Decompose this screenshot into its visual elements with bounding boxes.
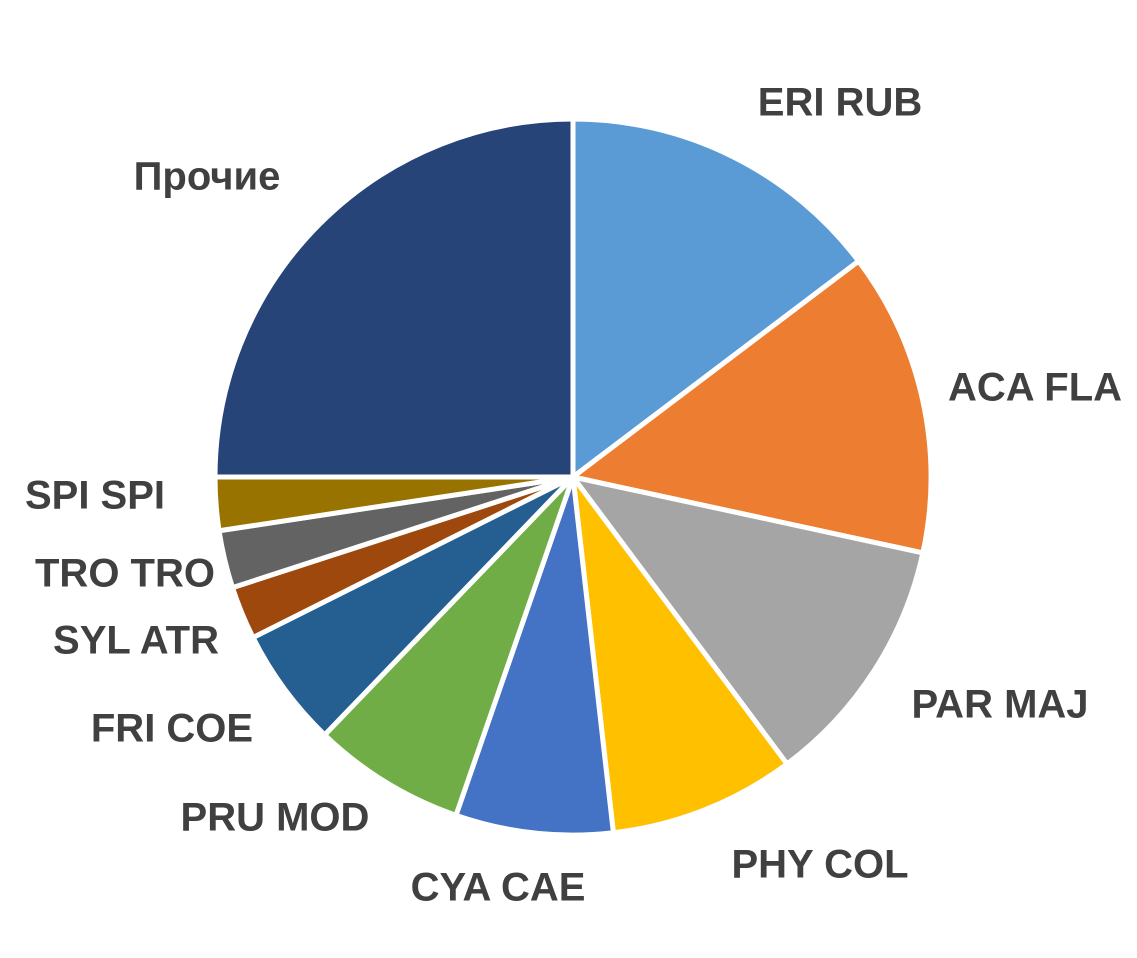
slice-label: SPI SPI (25, 474, 165, 518)
pie-slice (212, 116, 576, 480)
pie-slice (570, 474, 926, 767)
slice-label: ACA FLA (948, 366, 1122, 410)
slice-label: TRO TRO (35, 552, 215, 596)
slice-label: PAR MAJ (911, 683, 1088, 727)
slice-label: PHY COL (731, 843, 908, 887)
slice-label: CYA CAE (411, 866, 586, 910)
slice-label: SYL ATR (53, 619, 219, 663)
pie-slice (453, 474, 616, 838)
slice-label: ERI RUB (758, 81, 922, 125)
pie-slice (570, 258, 934, 556)
pie-slice (322, 474, 576, 818)
slice-label: FRI COE (91, 707, 253, 751)
pie-slice (570, 116, 862, 480)
pie-slice (570, 474, 790, 836)
slice-label: Прочие (134, 155, 281, 199)
slice-label: PRU MOD (181, 796, 370, 840)
